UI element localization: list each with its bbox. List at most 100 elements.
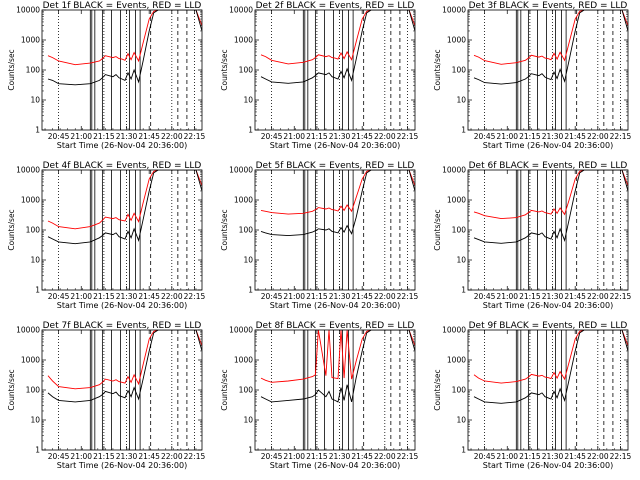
- lld-series-line: [260, 10, 415, 65]
- x-tick-label: 22:15: [184, 292, 206, 301]
- plot-area: [260, 330, 415, 450]
- y-tick-label: 100: [26, 226, 41, 235]
- y-tick-label: 10: [243, 96, 253, 105]
- y-tick-label: 10: [30, 256, 40, 265]
- x-tick-label: 21:30: [329, 452, 351, 461]
- x-tick-label: 21:30: [116, 292, 138, 301]
- plot-area: [473, 170, 628, 290]
- y-axis-label: Counts/sec: [220, 369, 229, 410]
- x-tick-label: 21:00: [70, 292, 92, 301]
- y-axis-label: Counts/sec: [220, 49, 229, 90]
- x-tick-label: 22:00: [587, 132, 609, 141]
- y-tick-label: 100: [26, 386, 41, 395]
- x-tick-label: 21:15: [306, 452, 328, 461]
- events-series-line: [473, 170, 628, 244]
- y-axis-label: Counts/sec: [7, 369, 16, 410]
- y-tick-label: 1: [461, 446, 466, 455]
- plot-area: [473, 10, 628, 130]
- y-tick-label: 100: [26, 66, 41, 75]
- y-tick-label: 1000: [447, 196, 466, 205]
- y-tick-label: 10: [30, 416, 40, 425]
- x-tick-label: 20:45: [261, 452, 283, 461]
- x-tick-label: 21:30: [329, 292, 351, 301]
- x-tick-label: 21:00: [70, 132, 92, 141]
- x-tick-label: 21:15: [93, 132, 115, 141]
- panel-4: Det 4f BLACK = Events, RED = LLD 1 10 100 10…: [7, 161, 205, 310]
- panel-2: Det 2f BLACK = Events, RED = LLD 1 10 100 10…: [220, 1, 418, 150]
- panel-5: Det 5f BLACK = Events, RED = LLD 1 10 100 10…: [220, 161, 418, 310]
- x-axis-label: Start Time (26-Nov-04 20:36:00): [57, 141, 187, 150]
- panel-title: Det 7f BLACK = Events, RED = LLD: [43, 321, 202, 331]
- panel-3: Det 3f BLACK = Events, RED = LLD 1 10 100 10…: [433, 1, 631, 150]
- events-series-line: [260, 10, 415, 84]
- x-tick-label: 21:00: [496, 292, 518, 301]
- x-tick-label: 21:00: [283, 452, 305, 461]
- x-tick-label: 21:00: [70, 452, 92, 461]
- x-axis-label: Start Time (26-Nov-04 20:36:00): [57, 461, 187, 470]
- y-tick-label: 10000: [229, 6, 253, 15]
- lld-series-line: [473, 330, 628, 384]
- y-tick-label: 100: [452, 386, 467, 395]
- panel-8: Det 8f BLACK = Events, RED = LLD 1 10 100 10…: [220, 321, 418, 470]
- x-tick-label: 22:15: [184, 132, 206, 141]
- x-tick-label: 21:00: [496, 452, 518, 461]
- y-tick-label: 1: [35, 286, 40, 295]
- lld-series-line: [47, 170, 202, 230]
- x-tick-label: 21:45: [351, 452, 373, 461]
- x-axis-label: Start Time (26-Nov-04 20:36:00): [270, 141, 400, 150]
- x-tick-label: 21:30: [116, 132, 138, 141]
- x-tick-label: 20:45: [261, 292, 283, 301]
- x-axis-label: Start Time (26-Nov-04 20:36:00): [483, 141, 613, 150]
- lld-series-line: [260, 330, 415, 383]
- y-tick-label: 1000: [447, 356, 466, 365]
- plot-area: [47, 10, 202, 130]
- y-tick-label: 10: [243, 416, 253, 425]
- x-tick-label: 22:15: [610, 132, 632, 141]
- x-tick-label: 22:15: [610, 292, 632, 301]
- x-tick-label: 21:30: [542, 452, 564, 461]
- events-series-line: [473, 10, 628, 85]
- y-tick-label: 1000: [234, 36, 253, 45]
- x-tick-label: 21:00: [283, 292, 305, 301]
- x-tick-label: 22:15: [397, 292, 419, 301]
- panel-title: Det 8f BLACK = Events, RED = LLD: [256, 321, 415, 331]
- y-tick-label: 1000: [21, 36, 40, 45]
- events-series-line: [47, 170, 202, 245]
- y-tick-label: 1: [461, 286, 466, 295]
- x-tick-label: 22:15: [397, 132, 419, 141]
- y-tick-label: 1: [35, 126, 40, 135]
- y-tick-label: 10000: [16, 166, 40, 175]
- y-tick-label: 1: [248, 286, 253, 295]
- lld-series-line: [47, 330, 202, 390]
- panel-title: Det 3f BLACK = Events, RED = LLD: [469, 1, 628, 11]
- x-tick-label: 22:00: [374, 132, 396, 141]
- panel-9: Det 9f BLACK = Events, RED = LLD 1 10 100 10…: [433, 321, 631, 470]
- panel-title: Det 5f BLACK = Events, RED = LLD: [256, 161, 415, 171]
- events-series-line: [473, 330, 628, 404]
- y-tick-label: 1000: [234, 196, 253, 205]
- y-axis-label: Counts/sec: [7, 49, 16, 90]
- y-tick-label: 1000: [447, 36, 466, 45]
- y-tick-label: 10: [456, 416, 466, 425]
- y-tick-label: 100: [452, 226, 467, 235]
- y-tick-label: 1: [461, 126, 466, 135]
- x-tick-label: 20:45: [48, 292, 70, 301]
- panel-6: Det 6f BLACK = Events, RED = LLD 1 10 100 10…: [433, 161, 631, 310]
- y-tick-label: 10000: [16, 6, 40, 15]
- y-tick-label: 1000: [21, 196, 40, 205]
- x-axis-label: Start Time (26-Nov-04 20:36:00): [57, 301, 187, 310]
- x-tick-label: 21:45: [351, 292, 373, 301]
- y-tick-label: 1: [248, 446, 253, 455]
- y-axis-label: Counts/sec: [433, 369, 442, 410]
- y-tick-label: 1000: [21, 356, 40, 365]
- x-tick-label: 21:15: [306, 292, 328, 301]
- y-tick-label: 10000: [229, 166, 253, 175]
- lld-series-line: [473, 170, 628, 220]
- panel-1: Det 1f BLACK = Events, RED = LLD 1 10 100 10…: [7, 1, 205, 150]
- y-tick-label: 10000: [442, 326, 466, 335]
- x-tick-label: 20:45: [474, 292, 496, 301]
- y-axis-label: Counts/sec: [433, 209, 442, 250]
- y-tick-label: 100: [239, 66, 254, 75]
- y-axis-label: Counts/sec: [220, 209, 229, 250]
